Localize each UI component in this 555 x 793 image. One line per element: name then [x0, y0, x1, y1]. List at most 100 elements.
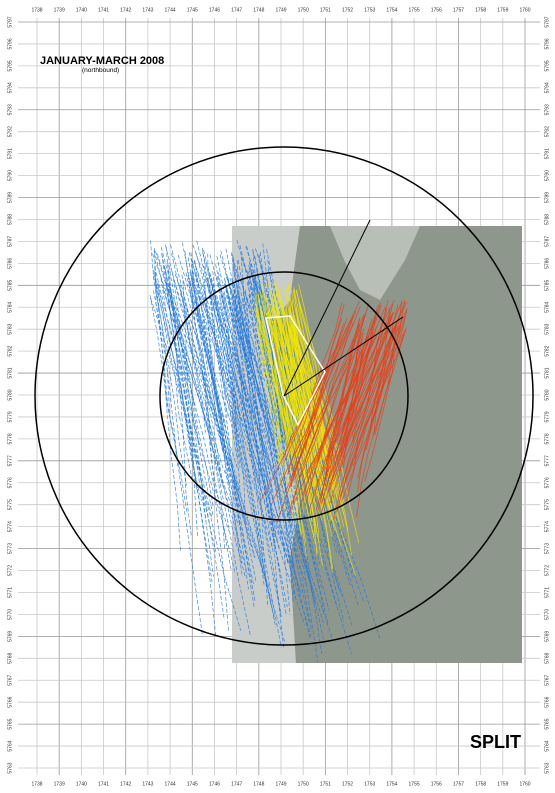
y-label: 5775 [544, 499, 550, 510]
x-label: 1747 [231, 7, 242, 13]
x-label: 1754 [386, 7, 397, 13]
y-label: 5784 [7, 301, 13, 312]
y-label: 5772 [7, 565, 13, 576]
y-label: 5789 [544, 192, 550, 203]
x-label: 1738 [31, 781, 42, 787]
x-label: 1741 [98, 7, 109, 13]
x-label: 1748 [253, 7, 264, 13]
x-label: 1745 [187, 7, 198, 13]
y-label: 5783 [7, 323, 13, 334]
y-label: 5767 [544, 674, 550, 685]
y-label: 5764 [7, 740, 13, 751]
x-label: 1750 [298, 7, 309, 13]
y-label: 5781 [544, 367, 550, 378]
x-label: 1741 [98, 781, 109, 787]
x-label: 1752 [342, 781, 353, 787]
y-label: 5776 [544, 477, 550, 488]
title: JANUARY-MARCH 2008 [40, 55, 164, 67]
x-label: 1752 [342, 7, 353, 13]
y-label: 5766 [544, 696, 550, 707]
y-label: 5766 [7, 696, 13, 707]
x-label: 1753 [364, 7, 375, 13]
x-label: 1745 [187, 781, 198, 787]
x-label: 1750 [298, 781, 309, 787]
y-label: 5765 [544, 718, 550, 729]
x-label: 1758 [475, 781, 486, 787]
x-label: 1758 [475, 7, 486, 13]
map: 1738 1738 1739 1739 1740 1740 1741 1741 1742 1742… [0, 0, 555, 793]
y-label: 5797 [7, 16, 13, 27]
y-label: 5774 [7, 521, 13, 532]
y-label: 5770 [7, 609, 13, 620]
x-label: 1749 [275, 7, 286, 13]
x-label: 1744 [165, 781, 176, 787]
y-label: 5785 [544, 280, 550, 291]
y-label: 5769 [544, 631, 550, 642]
y-label: 5774 [544, 521, 550, 532]
y-label: 5784 [544, 301, 550, 312]
y-label: 5770 [544, 609, 550, 620]
y-label: 5769 [7, 631, 13, 642]
y-label: 5771 [7, 587, 13, 598]
x-label: 1740 [76, 781, 87, 787]
y-label: 5778 [7, 433, 13, 444]
x-label: 1759 [497, 781, 508, 787]
x-label: 1749 [275, 781, 286, 787]
y-label: 5780 [7, 389, 13, 400]
y-label: 5796 [7, 38, 13, 49]
x-label: 1760 [519, 7, 530, 13]
x-label: 1744 [165, 7, 176, 13]
x-label: 1742 [120, 7, 131, 13]
y-label: 5786 [7, 258, 13, 269]
y-label: 5775 [7, 499, 13, 510]
y-label: 5779 [7, 411, 13, 422]
x-label: 1740 [76, 7, 87, 13]
location-label: SPLIT [470, 732, 521, 752]
y-label: 5781 [7, 367, 13, 378]
x-label: 1743 [142, 7, 153, 13]
x-label: 1748 [253, 781, 264, 787]
y-label: 5768 [544, 653, 550, 664]
y-label: 5790 [7, 170, 13, 181]
y-label: 5780 [544, 389, 550, 400]
x-label: 1756 [431, 781, 442, 787]
y-label: 5782 [544, 345, 550, 356]
y-label: 5773 [7, 543, 13, 554]
y-label: 5782 [7, 345, 13, 356]
y-label: 5792 [7, 126, 13, 137]
y-label: 5791 [544, 148, 550, 159]
x-label: 1742 [120, 781, 131, 787]
y-label: 5779 [544, 411, 550, 422]
x-label: 1756 [431, 7, 442, 13]
y-label: 5794 [544, 82, 550, 93]
y-label: 5793 [544, 104, 550, 115]
x-label: 1759 [497, 7, 508, 13]
x-label: 1739 [54, 781, 65, 787]
y-label: 5776 [7, 477, 13, 488]
y-label: 5771 [544, 587, 550, 598]
x-label: 1757 [453, 7, 464, 13]
y-label: 5787 [7, 236, 13, 247]
x-label: 1753 [364, 781, 375, 787]
y-label: 5792 [544, 126, 550, 137]
y-label: 5764 [544, 740, 550, 751]
y-label: 5787 [544, 236, 550, 247]
y-label: 5763 [544, 762, 550, 773]
y-label: 5794 [7, 82, 13, 93]
subtitle: (northbound) [82, 67, 119, 74]
x-label: 1754 [386, 781, 397, 787]
x-label: 1738 [31, 7, 42, 13]
y-label: 5791 [7, 148, 13, 159]
x-label: 1751 [320, 7, 331, 13]
x-label: 1755 [409, 7, 420, 13]
y-label: 5763 [7, 762, 13, 773]
y-label: 5777 [544, 455, 550, 466]
y-label: 5785 [7, 280, 13, 291]
y-label: 5786 [544, 258, 550, 269]
y-label: 5777 [7, 455, 13, 466]
x-label: 1755 [409, 781, 420, 787]
y-label: 5790 [544, 170, 550, 181]
x-label: 1739 [54, 7, 65, 13]
y-label: 5765 [7, 718, 13, 729]
y-label: 5783 [544, 323, 550, 334]
